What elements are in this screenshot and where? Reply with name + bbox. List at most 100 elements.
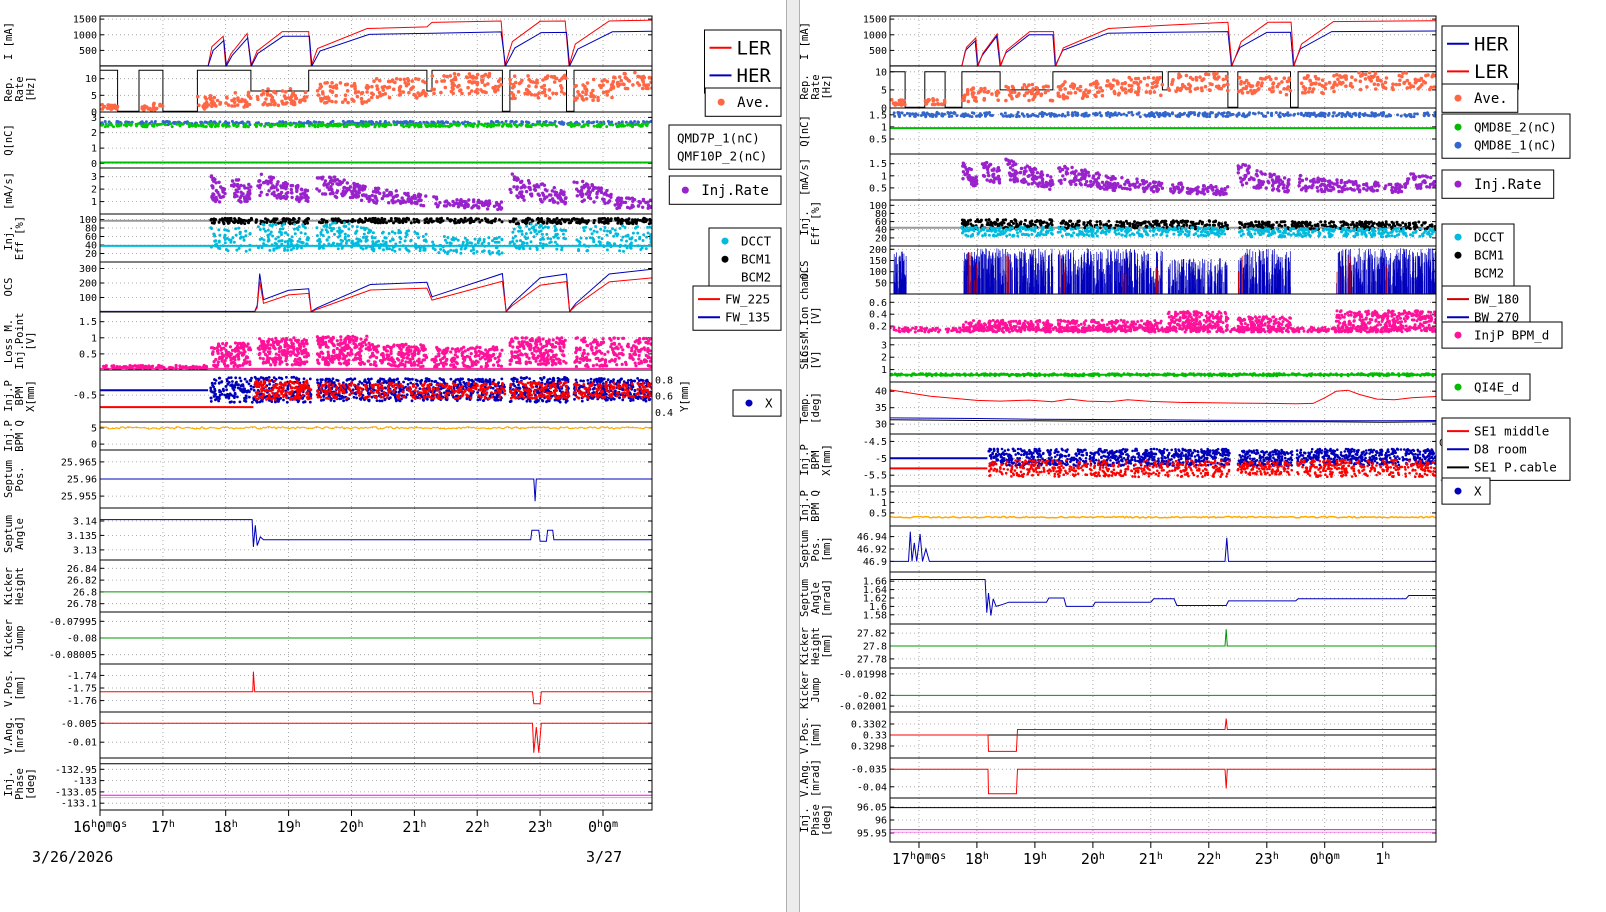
y-tick-label: 1.64 (863, 585, 887, 596)
y-axis-label: Phase (810, 804, 822, 836)
y-tick-label: -0.04 (857, 782, 887, 793)
y-tick-label: 10 (875, 67, 887, 78)
y-tick-label: 26.8 (73, 587, 97, 598)
y-tick-label: 0.5 (869, 134, 887, 145)
y-tick-label: 5 (91, 423, 97, 434)
y-axis-label: [mrad] (821, 579, 833, 617)
y-tick-label: -0.08 (67, 634, 97, 645)
legend-dot-marker (745, 399, 753, 407)
series-group (890, 447, 1436, 479)
row-kicker-jump: -0.02001-0.02 -0.01998 Kicker Jump (800, 667, 1437, 713)
legend-dot-marker (1454, 180, 1462, 188)
legend-box: SE1 middle D8 room SE1 P.cable (1441, 417, 1571, 481)
legend-label: QI4E_d (1474, 379, 1519, 394)
y-axis-label: Inj. (3, 225, 15, 250)
row-beam-current: 500 1000 1500 I [mA] (3, 15, 653, 67)
y-axis-label: X[mm] (25, 380, 37, 412)
y-tick-label: 5 (881, 85, 887, 96)
y-axis-label: BPM (14, 387, 26, 406)
y-tick-label: 0.6 (869, 298, 887, 309)
legend-box: FW_225 FW_135 (692, 285, 782, 331)
x-tick-label: 0h0m (588, 818, 618, 836)
y-tick-label: 20 (85, 249, 97, 260)
x-axis: 17h0m0s 18h 19h 20h 21h 22h 23h 0h0m 1h (892, 842, 1390, 868)
y-tick-label: 0.4 (869, 310, 887, 321)
y-tick-label: 26.78 (67, 599, 97, 610)
y-axis-label: Height (14, 567, 26, 605)
legend-dot-marker (1454, 123, 1462, 131)
y-tick-label: 5 (91, 91, 97, 102)
y-axis-label: Inj. (800, 210, 811, 235)
y-axis-label: Inj.P (800, 490, 811, 522)
y-tick-label: 1500 (863, 15, 887, 26)
y-tick-label: 3.135 (67, 531, 97, 542)
y-axis-label: Septum (800, 530, 811, 568)
y-axis-label: Rate (14, 76, 26, 101)
x-tick-label: 20h (1081, 850, 1105, 868)
y-axis-label: V.Ang. (3, 716, 15, 754)
y-axis-label: [mrad] (14, 716, 26, 754)
y-tick-label: 60 (875, 217, 887, 228)
row-v-ang: -0.04 -0.035 V.Ang. [mrad] (800, 757, 1437, 799)
row-septum-pos: 25.955 25.96 25.965 Septum Pos. (3, 449, 653, 509)
series-group (100, 478, 652, 502)
y-tick-label: -5.5 (863, 471, 887, 482)
date-label-start: 3/26/2026 (32, 848, 114, 866)
series-group (961, 157, 1436, 197)
legend-label: BCM2 (1474, 266, 1504, 281)
y-tick-label: 0 (91, 440, 97, 451)
series-group (890, 718, 1436, 752)
y-tick-label: -1.74 (67, 671, 97, 682)
x-tick-label: 21h (402, 818, 426, 836)
y-tick-label: 2 (881, 353, 887, 364)
y-tick-label: 27.8 (863, 642, 887, 653)
y-axis-label: [V] (25, 332, 37, 351)
x-tick-label: 23h (528, 818, 552, 836)
x-axis: 16h0m0s 17h 18h 19h 20h 21h 22h 23h 0h0m (73, 810, 618, 836)
legend-box: HER LER (1441, 25, 1519, 90)
y-tick-label: 1 (881, 171, 887, 182)
y-tick-label: -0.035 (851, 765, 887, 776)
series-group (890, 372, 1436, 378)
series-group (100, 763, 652, 799)
legend-dot-marker (1454, 383, 1462, 391)
y-tick-label: 50 (875, 278, 887, 289)
row-lossm-sic: 12 3 SiC [V] (800, 337, 1437, 383)
y-axis-label: Q[nC] (3, 124, 15, 156)
y-tick-label: 1 (881, 122, 887, 133)
y-axis-label: X[mm] (821, 444, 833, 476)
y-tick-label: 3 (91, 172, 97, 183)
legend-box: LER HER (704, 29, 782, 94)
y-tick-label: 2 (91, 185, 97, 196)
y-axis-label: Kicker (3, 619, 15, 657)
legend-label: DCCT (741, 233, 772, 248)
series-group (100, 216, 652, 256)
legend-dot-marker (681, 186, 689, 194)
y-axis-label: Inj.P (3, 380, 15, 412)
x-tick-label: 17h0m0s (892, 850, 946, 868)
y-tick-label: 1.5 (869, 487, 887, 498)
right-tick-label: 0.8 (655, 375, 673, 386)
series-group (890, 309, 1436, 334)
y-axis-label: V.Pos. (3, 669, 15, 707)
y-tick-label: 3 (881, 340, 887, 351)
y-axis-label: Jump (14, 625, 26, 650)
series-group (893, 248, 1436, 294)
y-axis-label: BPM (810, 451, 822, 470)
y-axis-label: Inj.P (3, 420, 15, 452)
legend-label: QMD8E_2(nC) (1474, 119, 1557, 134)
series-group (890, 515, 1436, 519)
row-lossm-ion: 0.20.40.6 LossM.Ion cham. [V] (800, 269, 1437, 363)
x-tick-label: 19h (1023, 850, 1047, 868)
series-group (890, 807, 1436, 833)
y-tick-label: 96.05 (857, 803, 887, 814)
y-axis-label: BPM Q (810, 490, 822, 522)
y-tick-label: -5 (875, 454, 887, 465)
right-axis-label: Y[mm] (679, 380, 691, 412)
y-tick-label: -4.5 (863, 437, 887, 448)
x-tick-label: 21h (1139, 850, 1163, 868)
